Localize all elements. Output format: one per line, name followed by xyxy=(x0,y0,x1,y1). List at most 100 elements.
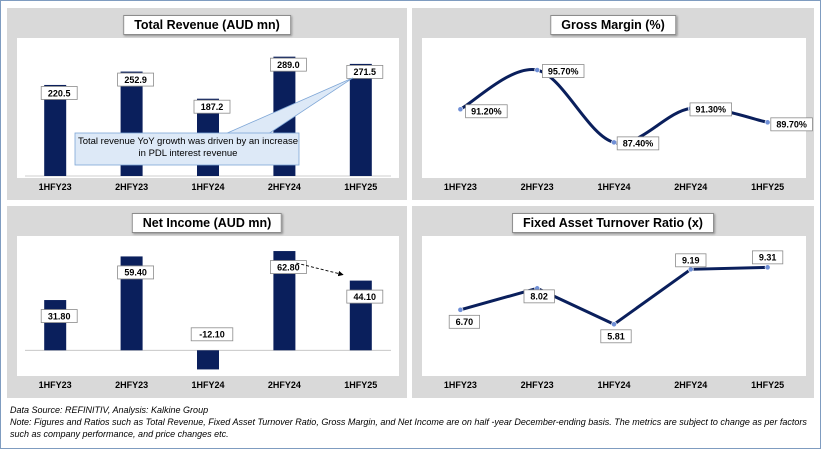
data-label-group: 271.5 xyxy=(346,64,384,79)
x-tick-label: 1HFY25 xyxy=(344,380,377,390)
bar xyxy=(44,84,67,176)
x-tick-label: 2HFY24 xyxy=(674,182,707,192)
x-tick-label: 1HFY24 xyxy=(597,182,630,192)
data-label: 44.10 xyxy=(354,292,377,302)
x-tick-label: 1HFY24 xyxy=(597,380,630,390)
fat-ratio-chart-title: Fixed Asset Turnover Ratio (x) xyxy=(512,213,714,233)
data-point xyxy=(457,106,464,113)
data-label-group: 252.9 xyxy=(117,72,154,87)
data-label-group: 59.40 xyxy=(117,265,154,280)
data-label: 9.31 xyxy=(759,253,777,263)
data-label: 8.02 xyxy=(530,292,548,302)
x-tick-label: 2HFY23 xyxy=(521,380,554,390)
fat-ratio-chart-panel: 6.70 8.02 5.81 9.19 9.31 1HFY23 2HFY23 1HFY24 2H… xyxy=(412,206,814,398)
data-label-box xyxy=(616,136,660,151)
footer: Data Source: REFINITIV, Analysis: Kalkin… xyxy=(10,404,815,440)
callout-box xyxy=(74,132,300,166)
x-tick-label: 1HFY23 xyxy=(444,182,477,192)
note-text: Note: Figures and Ratios such as Total R… xyxy=(10,417,807,439)
data-label-box xyxy=(269,260,307,274)
x-tick-label: 2HFY24 xyxy=(268,380,301,390)
data-label-box xyxy=(40,309,78,323)
data-label: 9.19 xyxy=(682,256,700,266)
x-tick-label: 1HFY23 xyxy=(39,182,72,192)
data-label: 220.5 xyxy=(48,88,71,98)
data-point xyxy=(687,266,694,273)
data-label-group: 9.19 xyxy=(675,253,707,268)
data-label: 31.80 xyxy=(48,311,71,321)
data-label-box xyxy=(465,104,508,119)
fat-ratio-chart: 6.70 8.02 5.81 9.19 9.31 1HFY23 2HFY23 1HFY24 2H… xyxy=(444,250,784,390)
data-label-group: 9.31 xyxy=(751,250,784,265)
data-label: 5.81 xyxy=(607,332,625,342)
data-label-box xyxy=(190,327,234,342)
data-label-box xyxy=(675,253,707,268)
bar xyxy=(120,256,143,351)
data-label-group: 31.80 xyxy=(40,309,78,323)
data-label: 271.5 xyxy=(354,67,377,77)
data-label-box xyxy=(117,72,154,87)
x-tick-label: 1HFY24 xyxy=(191,380,224,390)
net-income-chart: 31.80 59.40 -12.10 62.80 44.10 1HFY23 2HFY23 1H… xyxy=(25,251,391,390)
gross-margin-chart-panel: 91.20% 95.70% 87.40% 91.30% 89.70% 1HFY23 2HFY… xyxy=(412,8,814,200)
net-income-chart-panel: 31.80 59.40 -12.10 62.80 44.10 1HFY23 2HFY23 1H… xyxy=(7,206,407,398)
bar xyxy=(44,300,67,351)
trend-arrow xyxy=(296,262,344,277)
bar xyxy=(197,350,219,370)
data-label-box xyxy=(523,289,555,304)
data-label-box xyxy=(770,117,813,132)
data-label-group: 62.80 xyxy=(269,260,307,274)
data-label-group: 95.70% xyxy=(541,64,585,78)
data-label: -12.10 xyxy=(199,330,225,340)
data-label-group: -12.10 xyxy=(190,327,234,342)
gross-margin-chart: 91.20% 95.70% 87.40% 91.30% 89.70% 1HFY23 2HFY… xyxy=(444,64,813,192)
x-tick-label: 2HFY24 xyxy=(674,380,707,390)
data-label-group: 5.81 xyxy=(600,329,632,344)
data-label-box xyxy=(600,329,632,344)
data-label-box xyxy=(40,86,78,100)
data-point xyxy=(764,119,771,126)
bar xyxy=(273,251,296,351)
revenue-chart-title: Total Revenue (AUD mn) xyxy=(123,15,291,35)
data-label-group: 289.0 xyxy=(269,57,307,72)
x-tick-label: 1HFY25 xyxy=(751,380,784,390)
x-tick-label: 2HFY23 xyxy=(115,380,148,390)
data-label: 59.40 xyxy=(124,268,147,278)
x-tick-label: 1HFY24 xyxy=(191,182,224,192)
data-label: 91.30% xyxy=(696,105,727,115)
x-tick-label: 1HFY23 xyxy=(39,380,72,390)
data-point xyxy=(611,321,617,328)
data-point xyxy=(534,67,541,73)
data-label-box xyxy=(448,314,481,329)
data-label: 6.70 xyxy=(456,317,474,327)
callout-wrap: Total revenue YoY growth was driven by a… xyxy=(77,136,299,159)
data-label-box xyxy=(541,64,585,78)
data-label: 89.70% xyxy=(776,120,807,130)
data-label-group: 187.2 xyxy=(193,99,231,114)
data-label-group: 91.20% xyxy=(465,104,508,119)
data-label-box xyxy=(689,102,732,117)
revenue-chart-panel: 220.5 252.9 187.2 289.0 271.5 1HFY23 2HFY23 1HF… xyxy=(7,8,407,200)
data-label-group: 87.40% xyxy=(616,136,660,151)
data-label-box xyxy=(117,265,154,280)
x-tick-label: 1HFY23 xyxy=(444,380,477,390)
bar xyxy=(349,63,372,176)
x-tick-label: 1HFY25 xyxy=(751,182,784,192)
data-label-box xyxy=(346,64,384,79)
series-line xyxy=(459,265,768,327)
revenue-chart: 220.5 252.9 187.2 289.0 271.5 1HFY23 2HFY23 1HF… xyxy=(25,56,391,192)
data-label-box xyxy=(346,289,384,304)
data-label-group: 8.02 xyxy=(523,289,555,304)
x-tick-label: 1HFY25 xyxy=(344,182,377,192)
data-label-group: 89.70% xyxy=(770,117,813,132)
x-tick-label: 2HFY23 xyxy=(115,182,148,192)
fat-ratio-plot-area xyxy=(422,236,806,376)
data-label: 91.20% xyxy=(471,107,502,117)
x-tick-label: 2HFY24 xyxy=(268,182,301,192)
data-label-group: 220.5 xyxy=(40,86,78,100)
data-point xyxy=(611,139,617,146)
callout-text: Total revenue YoY growth was driven by a… xyxy=(77,136,299,159)
data-label-group: 44.10 xyxy=(346,289,384,304)
data-label: 62.80 xyxy=(277,262,300,272)
